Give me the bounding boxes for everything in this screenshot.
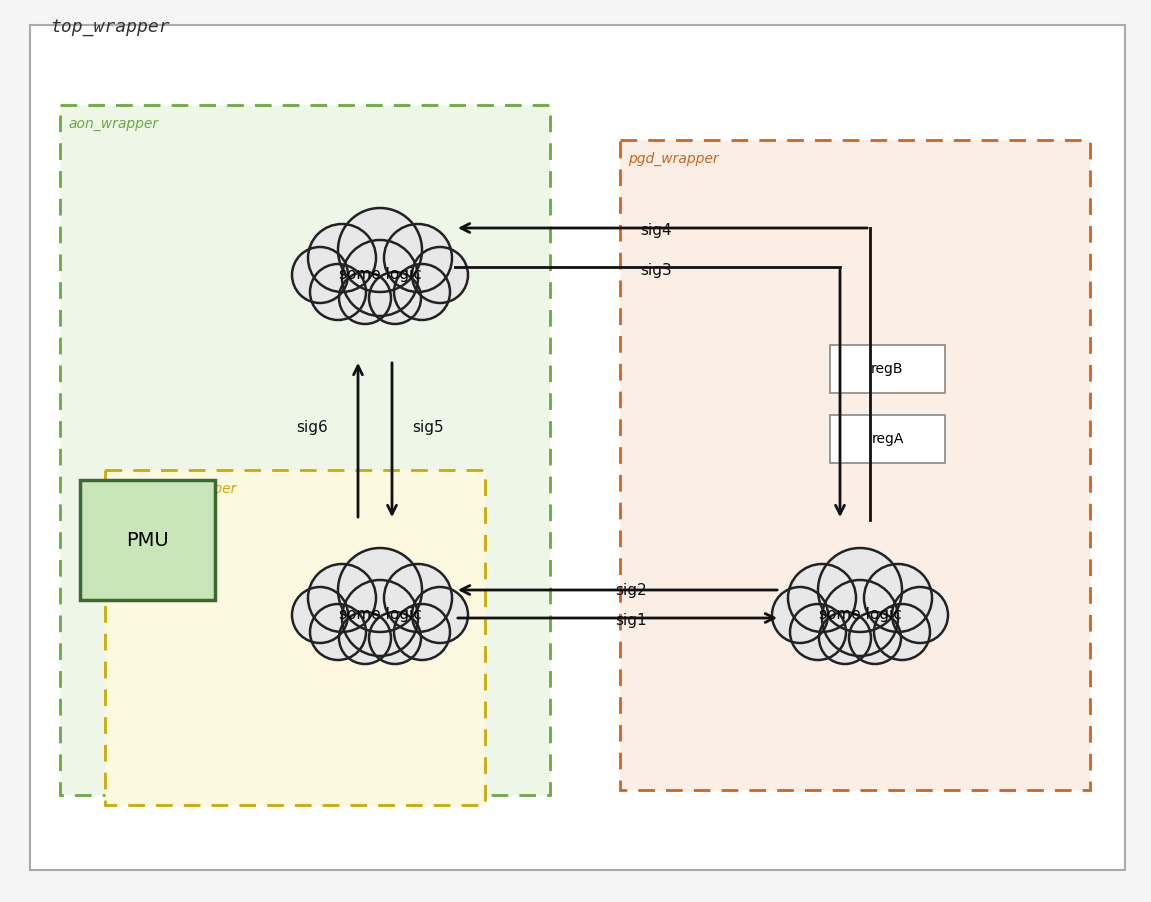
Circle shape xyxy=(822,580,898,656)
Circle shape xyxy=(394,604,450,660)
Text: some logic: some logic xyxy=(818,608,901,622)
Circle shape xyxy=(369,612,421,664)
Circle shape xyxy=(849,612,901,664)
Text: sig5: sig5 xyxy=(412,420,443,435)
FancyBboxPatch shape xyxy=(620,140,1090,790)
Text: sig4: sig4 xyxy=(640,223,672,238)
Circle shape xyxy=(412,247,468,303)
Circle shape xyxy=(820,612,871,664)
Circle shape xyxy=(292,587,348,643)
Circle shape xyxy=(340,612,391,664)
Circle shape xyxy=(818,548,902,632)
Circle shape xyxy=(340,272,391,324)
Text: aon_wrapper: aon_wrapper xyxy=(68,117,158,131)
Text: sig3: sig3 xyxy=(640,263,672,278)
Text: pgd_wrapper: pgd_wrapper xyxy=(628,152,718,166)
Text: PMU: PMU xyxy=(127,530,169,549)
Text: sig6: sig6 xyxy=(296,420,328,435)
Circle shape xyxy=(788,564,856,632)
FancyBboxPatch shape xyxy=(830,345,945,393)
Circle shape xyxy=(412,587,468,643)
FancyBboxPatch shape xyxy=(105,470,485,805)
Circle shape xyxy=(369,272,421,324)
Circle shape xyxy=(892,587,948,643)
Circle shape xyxy=(342,240,418,316)
Circle shape xyxy=(338,548,422,632)
FancyBboxPatch shape xyxy=(830,415,945,463)
Circle shape xyxy=(308,224,376,292)
Circle shape xyxy=(342,580,418,656)
Circle shape xyxy=(308,564,376,632)
Circle shape xyxy=(384,564,452,632)
Circle shape xyxy=(310,604,366,660)
Circle shape xyxy=(874,604,930,660)
Circle shape xyxy=(338,208,422,292)
Text: sig1: sig1 xyxy=(615,613,647,628)
Text: some logic: some logic xyxy=(338,608,421,622)
Circle shape xyxy=(790,604,846,660)
Text: aon_pgd_wrapper: aon_pgd_wrapper xyxy=(113,482,236,496)
Circle shape xyxy=(292,247,348,303)
Text: regA: regA xyxy=(871,432,904,446)
Circle shape xyxy=(394,264,450,320)
Text: top_wrapper: top_wrapper xyxy=(49,18,169,36)
Circle shape xyxy=(310,264,366,320)
Text: sig2: sig2 xyxy=(615,583,647,598)
Text: regB: regB xyxy=(871,362,904,376)
Circle shape xyxy=(384,224,452,292)
FancyBboxPatch shape xyxy=(81,480,215,600)
Text: some logic: some logic xyxy=(338,268,421,282)
FancyBboxPatch shape xyxy=(60,105,550,795)
Circle shape xyxy=(864,564,932,632)
FancyBboxPatch shape xyxy=(30,25,1125,870)
Circle shape xyxy=(772,587,828,643)
